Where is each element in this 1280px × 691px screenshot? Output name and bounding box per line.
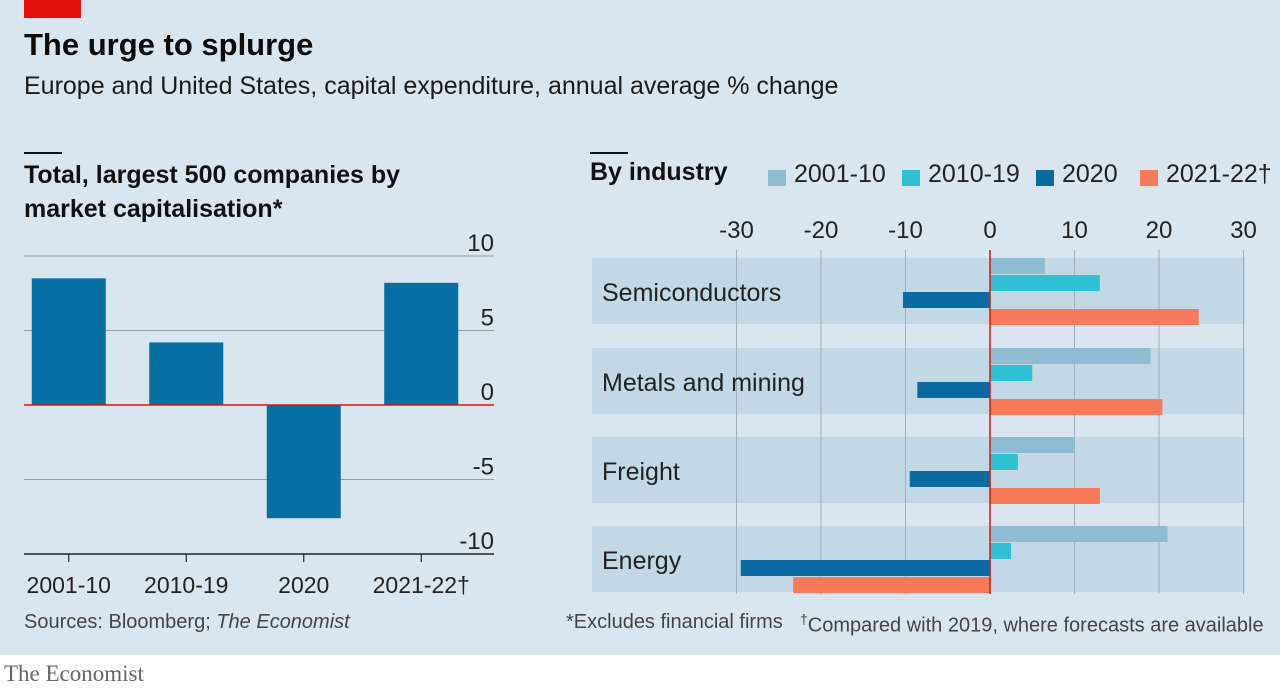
bar [740,560,990,576]
footnote-excludes: *Excludes financial firms [566,611,783,633]
y-tick-label: -5 [473,454,494,481]
y-tick-label: 10 [467,230,494,257]
chart-title: The urge to splurge [24,27,314,62]
bar [990,454,1018,470]
x-tick-label: 0 [983,217,996,244]
bar [990,488,1100,504]
x-tick-label: 2010-19 [144,572,228,598]
sources-note: Sources: Bloomberg; The Economist [24,611,350,634]
y-tick-label: 0 [481,379,494,406]
category-label: Metals and mining [602,369,805,397]
category-label: Energy [602,547,682,575]
category-label: Freight [602,458,680,486]
x-tick-label: 10 [1061,217,1088,244]
brand-wordmark: The Economist [4,661,144,686]
bar [793,577,990,593]
x-tick-label: 30 [1230,217,1257,244]
bar [384,282,459,405]
category-label: Semiconductors [602,279,781,307]
legend-label: 2020 [1062,160,1118,188]
y-tick-label: -10 [459,528,494,555]
left-chart-title: Total, largest 500 companies by market c… [24,161,401,223]
sources-prefix: Sources: Bloomberg; [24,611,217,633]
legend-swatch [902,170,920,186]
footnote-compared: †Compared with 2019, where forecasts are… [800,611,1264,638]
x-tick-label: 2020 [278,572,329,598]
legend-swatch [1036,170,1054,186]
chart-panel: The urge to splurge Europe and United St… [0,0,1280,655]
x-tick-label: -10 [888,217,923,244]
bar [902,292,990,308]
legend-swatch [1140,170,1158,186]
bar [990,258,1045,274]
right-title-rule [590,152,628,154]
right-bar-chart: -30 -20 -10 0 10 20 30 Semiconductors Metals and… [592,217,1257,594]
bar [990,399,1163,415]
legend-swatch [768,170,786,186]
y-tick-label: 5 [481,305,494,332]
bar [990,309,1199,325]
x-tick-label: -30 [719,217,754,244]
bar [266,405,341,519]
bar [990,348,1151,364]
x-tick-label: -20 [804,217,839,244]
legend-label: 2010-19 [928,160,1020,188]
footnote-compared-text: Compared with 2019, where forecasts are … [807,614,1264,637]
bar [31,278,106,405]
bar [990,543,1012,559]
chart-subtitle: Europe and United States, capital expend… [24,72,839,100]
bar [990,365,1033,381]
bar [149,342,224,405]
legend-label: 2021-22† [1166,160,1272,188]
industry-band [592,437,1245,503]
bar [990,526,1168,542]
dagger-mark: † [800,611,808,627]
bar [990,437,1075,453]
left-title-rule [24,152,62,154]
x-tick-label: 20 [1146,217,1173,244]
bar [909,471,990,487]
bar [917,382,990,398]
left-bar-chart: 10 5 0 -5 -10 2001-10 2010-19 2020 2021-22† [24,230,494,598]
right-chart-title: By industry [590,158,728,186]
x-tick-label: 2021-22† [373,572,470,598]
sources-italic: The Economist [216,611,350,633]
legend-label: 2001-10 [794,160,886,188]
bar [990,275,1100,291]
x-tick-label: 2001-10 [27,572,111,598]
red-tag [24,0,81,18]
